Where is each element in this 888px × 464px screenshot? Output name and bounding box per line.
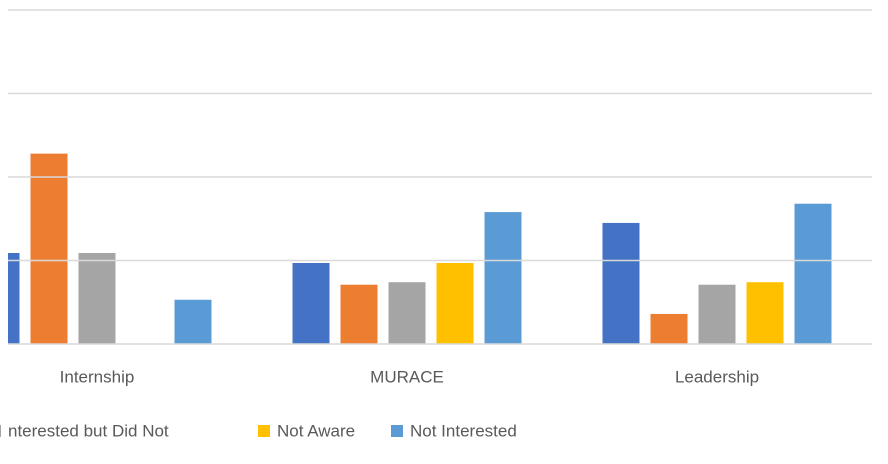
- bar: [78, 252, 116, 344]
- x-tick-label: Leadership: [675, 367, 759, 386]
- legend-swatch: [258, 425, 270, 437]
- bar: [794, 203, 832, 344]
- bar: [388, 282, 426, 344]
- legend-label: Not Aware: [277, 421, 355, 440]
- bar: [484, 212, 522, 344]
- bar: [8, 252, 20, 344]
- bar: [436, 263, 474, 344]
- legend-label: nterested but Did Not: [8, 421, 169, 440]
- bar: [30, 153, 68, 344]
- bar: [340, 284, 378, 344]
- bar: [746, 282, 784, 344]
- legend-label: Not Interested: [410, 421, 517, 440]
- bar: [292, 263, 330, 344]
- bar: [602, 222, 640, 344]
- plot-area: [8, 153, 832, 344]
- x-tick-label: MURACE: [370, 367, 444, 386]
- x-tick-label: Internship: [60, 367, 135, 386]
- bar: [650, 313, 688, 344]
- legend-swatch: [391, 425, 403, 437]
- bar: [174, 299, 212, 344]
- bar: [698, 284, 736, 344]
- legend-swatch: [0, 425, 1, 437]
